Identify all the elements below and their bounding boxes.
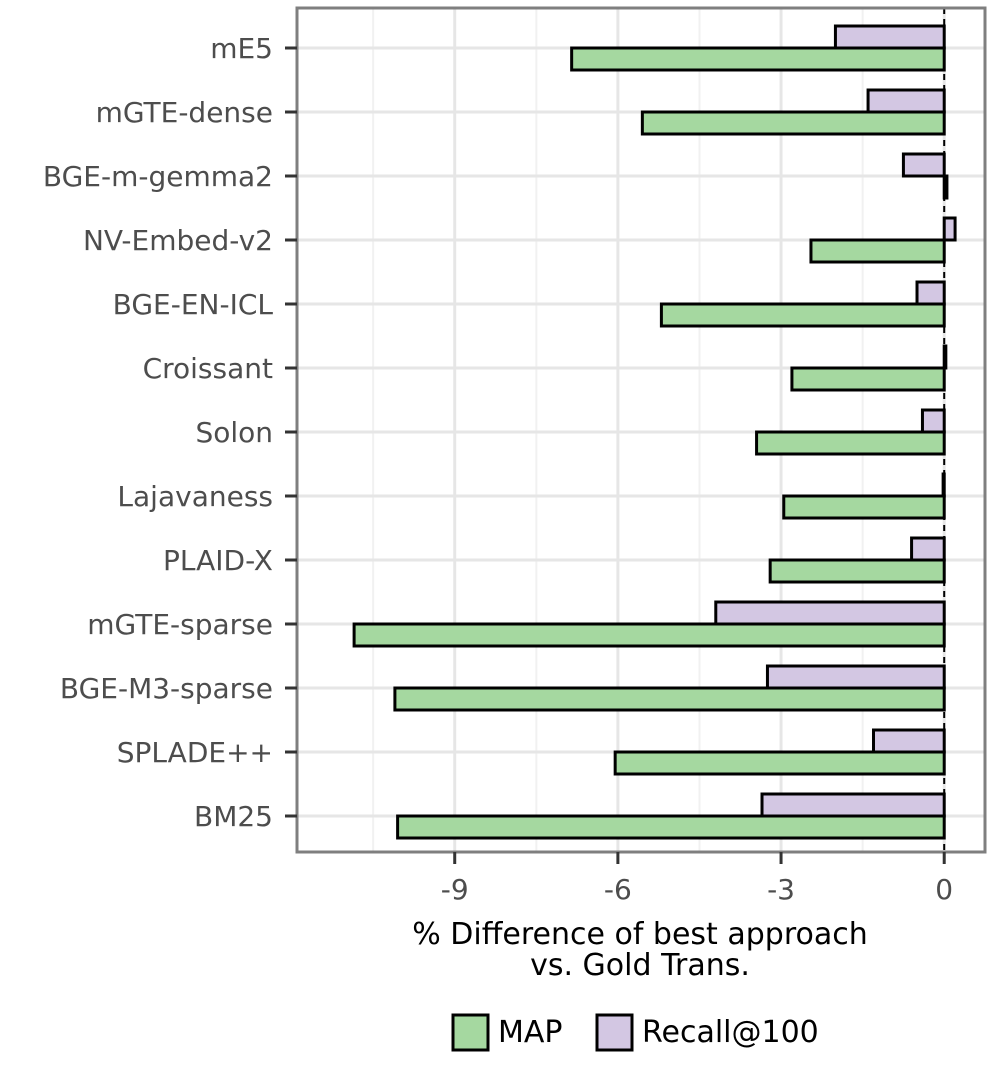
y-tick-label: BM25 (194, 800, 273, 833)
bar-map (640, 110, 946, 136)
legend-label: Recall@100 (642, 1015, 819, 1050)
bar-recall100 (833, 24, 946, 50)
y-tick-label: Croissant (143, 352, 273, 385)
y-tick-label: mGTE-dense (96, 96, 273, 129)
bar-map (396, 814, 946, 840)
bar-recall100 (760, 792, 946, 818)
x-axis-title-line2: vs. Gold Trans. (530, 948, 750, 983)
panel-border (295, 6, 987, 854)
x-axis-title-line1: % Difference of best approach (412, 917, 868, 952)
bar-map (790, 366, 946, 392)
bar-recall100 (920, 408, 946, 434)
bar-map (659, 302, 946, 328)
bar-recall100 (714, 600, 946, 626)
bar-map (755, 430, 946, 456)
bar-recall100 (901, 152, 946, 178)
bar-map (809, 238, 946, 264)
y-tick-label: mGTE-sparse (87, 608, 273, 641)
bar-recall100 (915, 280, 946, 306)
bars (352, 24, 957, 840)
y-axis: mE5 mGTE-dense BGE-m-gemma2 NV-Embed-v2 BGE-… (43, 32, 297, 833)
y-tick-label: PLAID-X (163, 544, 273, 577)
legend: MAP Recall@100 (451, 1013, 819, 1052)
bar-recall100 (866, 88, 946, 114)
x-tick-label: 0 (935, 873, 953, 906)
bar-map (768, 558, 946, 584)
bar-recall100 (910, 536, 946, 562)
y-tick-label: Lajavaness (117, 480, 273, 513)
y-tick-label: SPLADE++ (117, 736, 273, 769)
bar-recall100 (942, 216, 957, 242)
bar-map (352, 622, 946, 648)
x-tick-label: -3 (767, 873, 795, 906)
legend-swatch (595, 1013, 634, 1052)
y-tick-label: mE5 (210, 32, 273, 65)
y-tick-label: BGE-EN-ICL (113, 288, 274, 321)
y-tick-label: NV-Embed-v2 (83, 224, 273, 257)
x-tick-label: -9 (441, 873, 469, 906)
x-axis: -9 -6 -3 0 (441, 852, 953, 906)
bar-map (570, 46, 946, 72)
bar-recall100 (765, 664, 946, 690)
bar-map (782, 494, 946, 520)
x-tick-label: -6 (604, 873, 632, 906)
bar-recall100 (872, 728, 946, 754)
legend-label: MAP (498, 1015, 563, 1050)
legend-swatch (451, 1013, 490, 1052)
bar-map (613, 750, 946, 776)
bar-map (393, 686, 946, 712)
y-tick-label: Solon (195, 416, 273, 449)
y-tick-label: BGE-m-gemma2 (43, 160, 273, 193)
y-tick-label: BGE-M3-sparse (60, 672, 273, 705)
